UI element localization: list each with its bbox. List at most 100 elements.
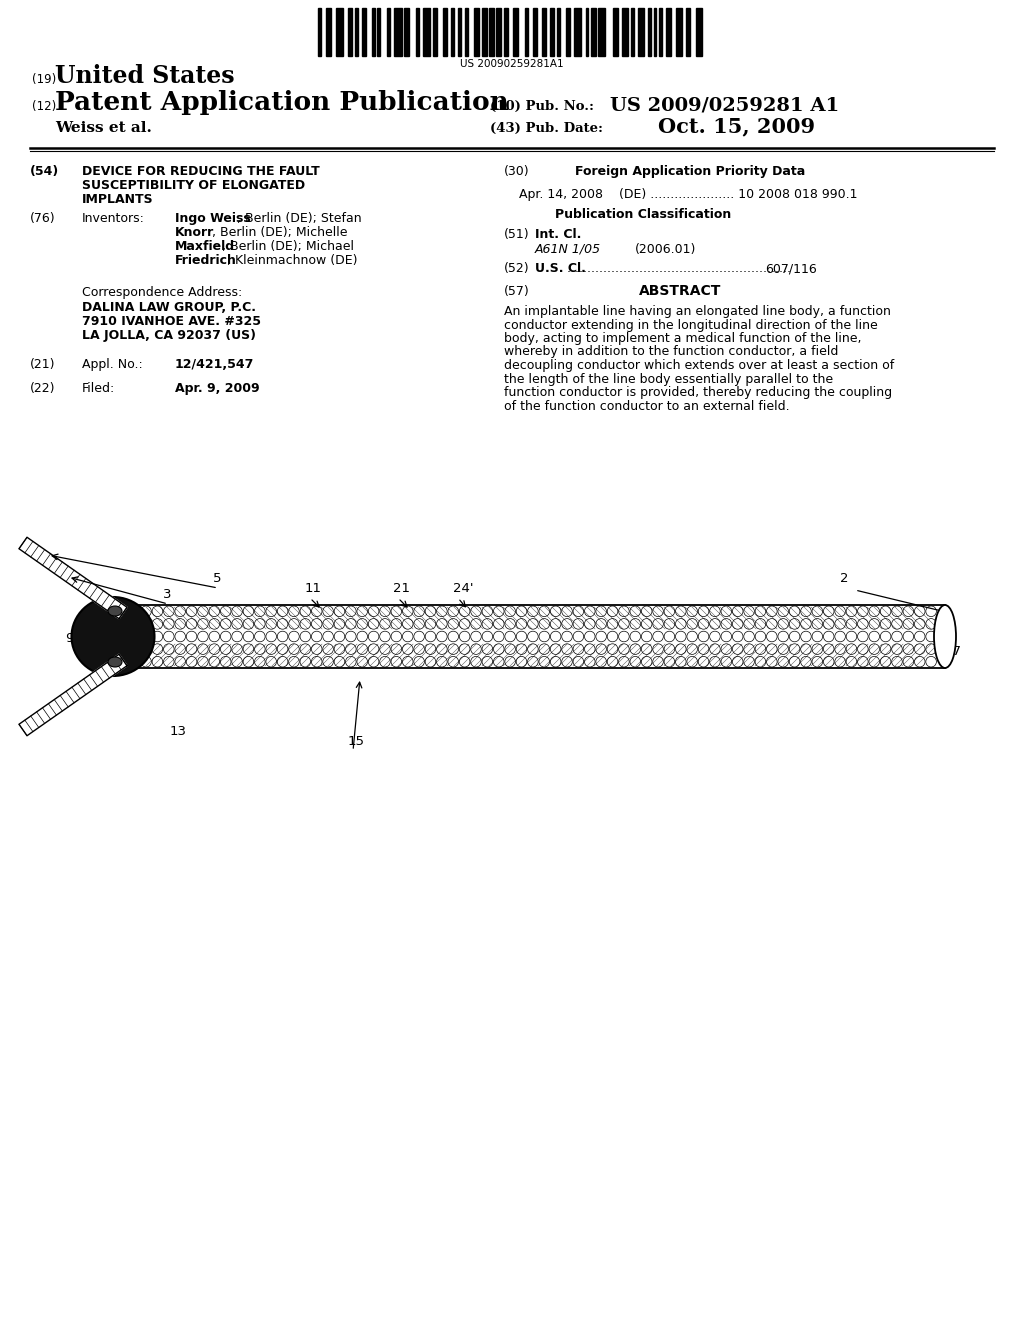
Ellipse shape <box>460 656 470 667</box>
Ellipse shape <box>585 606 595 616</box>
Bar <box>653 8 656 55</box>
Bar <box>631 8 634 55</box>
Ellipse shape <box>767 631 777 642</box>
Ellipse shape <box>607 644 617 655</box>
Ellipse shape <box>164 644 174 655</box>
Ellipse shape <box>266 619 276 630</box>
Ellipse shape <box>289 644 299 655</box>
Text: (2006.01): (2006.01) <box>635 243 696 256</box>
Ellipse shape <box>278 644 288 655</box>
Ellipse shape <box>573 606 584 616</box>
Ellipse shape <box>505 644 515 655</box>
Text: (52): (52) <box>504 261 529 275</box>
Bar <box>612 8 618 55</box>
Ellipse shape <box>835 606 846 616</box>
Ellipse shape <box>550 656 561 667</box>
Bar <box>696 8 701 55</box>
Ellipse shape <box>721 644 731 655</box>
Ellipse shape <box>687 631 697 642</box>
Ellipse shape <box>892 656 902 667</box>
Ellipse shape <box>289 656 299 667</box>
Ellipse shape <box>447 606 459 616</box>
Ellipse shape <box>323 606 334 616</box>
Text: 9: 9 <box>65 632 74 645</box>
Ellipse shape <box>311 644 322 655</box>
Ellipse shape <box>289 606 299 616</box>
Ellipse shape <box>755 656 766 667</box>
Ellipse shape <box>652 631 664 642</box>
Ellipse shape <box>527 606 539 616</box>
Ellipse shape <box>881 644 891 655</box>
Ellipse shape <box>402 631 413 642</box>
Ellipse shape <box>596 606 606 616</box>
Ellipse shape <box>755 644 766 655</box>
Ellipse shape <box>334 619 345 630</box>
Ellipse shape <box>801 644 811 655</box>
Ellipse shape <box>790 644 800 655</box>
Ellipse shape <box>198 631 208 642</box>
Ellipse shape <box>345 656 356 667</box>
Ellipse shape <box>231 619 243 630</box>
Ellipse shape <box>255 606 265 616</box>
Ellipse shape <box>732 606 743 616</box>
Ellipse shape <box>743 631 755 642</box>
Text: decoupling conductor which extends over at least a section of: decoupling conductor which extends over … <box>504 359 894 372</box>
Text: Oct. 15, 2009: Oct. 15, 2009 <box>658 116 815 136</box>
Bar <box>489 8 494 55</box>
Ellipse shape <box>278 606 288 616</box>
Ellipse shape <box>380 656 390 667</box>
Ellipse shape <box>607 619 617 630</box>
Ellipse shape <box>562 656 572 667</box>
Ellipse shape <box>471 606 481 616</box>
Ellipse shape <box>721 656 731 667</box>
Text: Maxfield: Maxfield <box>175 240 236 253</box>
Bar <box>598 8 605 55</box>
Ellipse shape <box>721 606 731 616</box>
Ellipse shape <box>846 631 857 642</box>
Ellipse shape <box>823 606 834 616</box>
Ellipse shape <box>652 619 664 630</box>
Ellipse shape <box>334 656 345 667</box>
Ellipse shape <box>380 606 390 616</box>
Ellipse shape <box>231 631 243 642</box>
Text: the length of the line body essentially parallel to the: the length of the line body essentially … <box>504 372 834 385</box>
Ellipse shape <box>767 656 777 667</box>
Ellipse shape <box>790 656 800 667</box>
Ellipse shape <box>164 606 174 616</box>
Ellipse shape <box>129 644 140 655</box>
Text: conductor extending in the longitudinal direction of the line: conductor extending in the longitudinal … <box>504 318 878 331</box>
Ellipse shape <box>334 631 345 642</box>
Bar <box>327 8 331 55</box>
Ellipse shape <box>618 631 629 642</box>
Ellipse shape <box>755 619 766 630</box>
Ellipse shape <box>436 631 447 642</box>
Ellipse shape <box>562 606 572 616</box>
Text: (76): (76) <box>30 213 55 224</box>
Ellipse shape <box>345 619 356 630</box>
Ellipse shape <box>869 606 880 616</box>
Ellipse shape <box>289 631 299 642</box>
Ellipse shape <box>755 606 766 616</box>
Text: (43) Pub. Date:: (43) Pub. Date: <box>490 121 603 135</box>
Ellipse shape <box>767 644 777 655</box>
Bar <box>557 8 560 55</box>
Ellipse shape <box>482 656 493 667</box>
Ellipse shape <box>698 619 709 630</box>
Ellipse shape <box>618 644 629 655</box>
Ellipse shape <box>198 656 208 667</box>
Ellipse shape <box>300 631 310 642</box>
Bar <box>348 8 352 55</box>
Ellipse shape <box>447 644 459 655</box>
Bar <box>504 8 508 55</box>
Ellipse shape <box>209 631 219 642</box>
Ellipse shape <box>323 631 334 642</box>
Ellipse shape <box>710 631 720 642</box>
Ellipse shape <box>698 656 709 667</box>
Polygon shape <box>19 655 127 735</box>
Ellipse shape <box>698 631 709 642</box>
Ellipse shape <box>857 631 868 642</box>
Ellipse shape <box>585 619 595 630</box>
Ellipse shape <box>881 606 891 616</box>
Text: , Kleinmachnow (DE): , Kleinmachnow (DE) <box>227 253 357 267</box>
Ellipse shape <box>665 631 675 642</box>
